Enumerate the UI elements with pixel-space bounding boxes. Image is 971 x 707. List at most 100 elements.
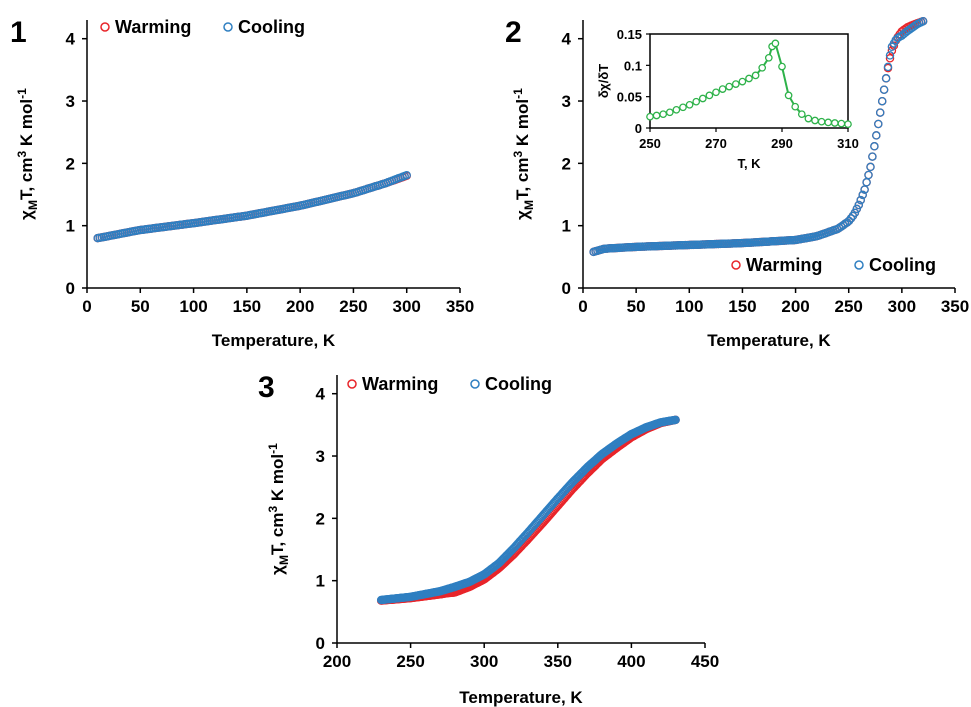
x-tick-label: 300	[470, 652, 498, 671]
y-axis-title-part: K mol	[513, 99, 532, 151]
data-point	[885, 54, 895, 63]
y-tick-label: 0	[562, 279, 571, 298]
y-tick-label: 1	[66, 217, 75, 236]
y-axis-title-part: T, cm	[513, 157, 532, 200]
data-point	[402, 170, 411, 180]
inset-data-point	[705, 91, 714, 100]
inset-data-point	[659, 110, 668, 119]
inset-data-point	[646, 112, 654, 121]
inset-data-point	[652, 111, 661, 120]
x-tick-label: 0	[82, 297, 91, 316]
y-axis-title-part: M	[522, 200, 536, 210]
x-tick-label: 300	[393, 297, 421, 316]
inset-y-tick-label: 0.15	[617, 27, 642, 42]
y-axis-title-part: 3	[511, 150, 525, 157]
data-point	[874, 119, 883, 129]
legend-marker	[731, 260, 741, 270]
x-tick-label: 50	[131, 297, 150, 316]
inset-data-point	[817, 117, 826, 126]
data-point	[858, 190, 867, 200]
legend-marker	[100, 22, 110, 32]
y-axis-title-part: -1	[266, 443, 280, 454]
x-tick-label: 350	[941, 297, 969, 316]
y-axis-title-part: T, cm	[268, 512, 287, 555]
data-point	[875, 108, 885, 117]
x-tick-label: 250	[339, 297, 367, 316]
inset-data-point	[665, 108, 674, 117]
y-axis-title: χMT, cm3 K mol-1	[15, 88, 40, 220]
inset-data-point	[797, 110, 806, 119]
y-tick-label: 2	[562, 154, 571, 173]
inset-data-point	[698, 94, 707, 103]
y-tick-label: 3	[562, 92, 571, 111]
inset-data-point	[844, 120, 852, 129]
y-axis-title-part: 3	[266, 505, 280, 512]
panel-label: 3	[258, 371, 275, 404]
legend-label: Cooling	[238, 17, 305, 37]
inset-x-axis-title: T, K	[737, 156, 761, 171]
inset-data-point	[738, 77, 747, 86]
data-point	[856, 195, 865, 205]
y-tick-label: 0	[66, 279, 75, 298]
inset-data-point	[784, 91, 793, 100]
legend-label: Warming	[362, 374, 438, 394]
legend-marker	[347, 379, 357, 389]
data-point	[918, 16, 928, 26]
x-tick-label: 350	[544, 652, 572, 671]
y-axis-title-part: K mol	[268, 454, 287, 506]
x-tick-label: 250	[396, 652, 424, 671]
y-axis-title-part: M	[26, 200, 40, 210]
data-point	[846, 214, 856, 223]
x-tick-label: 250	[835, 297, 863, 316]
x-tick-label: 150	[728, 297, 756, 316]
inset-data-point	[692, 97, 701, 106]
inset-data-point	[731, 80, 740, 88]
data-point	[870, 142, 879, 151]
legend-marker	[223, 22, 233, 32]
y-axis-title-part: K mol	[17, 99, 36, 151]
panel-label: 1	[10, 16, 27, 49]
legend-marker	[470, 379, 480, 389]
series-cooling	[589, 16, 928, 257]
inset-data-point	[804, 114, 813, 123]
x-tick-label: 300	[888, 297, 916, 316]
x-tick-label: 100	[179, 297, 207, 316]
inset-x-tick-label: 310	[837, 136, 859, 151]
series-warming	[376, 415, 680, 605]
inset-data-point	[811, 116, 819, 125]
inset-chart: 250 270 290 310 0 0.05 0.1 0.15 T, K δχ/δT	[596, 27, 859, 171]
y-axis-title: χMT, cm3 K mol-1	[266, 443, 291, 575]
y-tick-label: 2	[66, 154, 75, 173]
data-point	[872, 131, 881, 140]
inset-y-axis-title: δχ/δT	[596, 64, 611, 98]
data-point	[879, 85, 889, 94]
inset-data-point	[751, 71, 760, 80]
y-tick-label: 4	[562, 30, 572, 49]
inset-data-point	[758, 63, 767, 72]
legend-label: Warming	[115, 17, 191, 37]
inset-data-point	[745, 74, 753, 83]
inset-data-point	[764, 53, 773, 62]
y-tick-label: 2	[316, 509, 325, 528]
inset-data-point	[679, 103, 687, 112]
x-tick-label: 100	[675, 297, 703, 316]
data-point	[881, 74, 891, 83]
inset-data-point	[685, 100, 694, 109]
y-tick-label: 1	[316, 572, 325, 591]
y-axis-title-part: χ	[17, 210, 36, 220]
x-tick-label: 400	[617, 652, 645, 671]
legend-label: Cooling	[485, 374, 552, 394]
x-tick-label: 200	[323, 652, 351, 671]
inset-x-tick-label: 250	[639, 136, 661, 151]
y-axis-title-part: T, cm	[17, 157, 36, 200]
x-axis-title: Temperature, K	[707, 331, 831, 350]
x-axis-title: Temperature, K	[459, 688, 583, 707]
inset-data-point	[771, 39, 780, 48]
y-tick-label: 0	[316, 634, 325, 653]
x-tick-label: 450	[691, 652, 719, 671]
chart-panel-3: 3 200 250 300 350 400 450 0 1 2 3 4 Temperature, K χM…	[258, 371, 719, 707]
series-cooling	[376, 415, 680, 605]
chart-panel-1: 1 0 50 100 150 200 250 300 350 0 1 2 3 4 Temperature, …	[10, 16, 474, 350]
series-cooling	[93, 170, 411, 243]
